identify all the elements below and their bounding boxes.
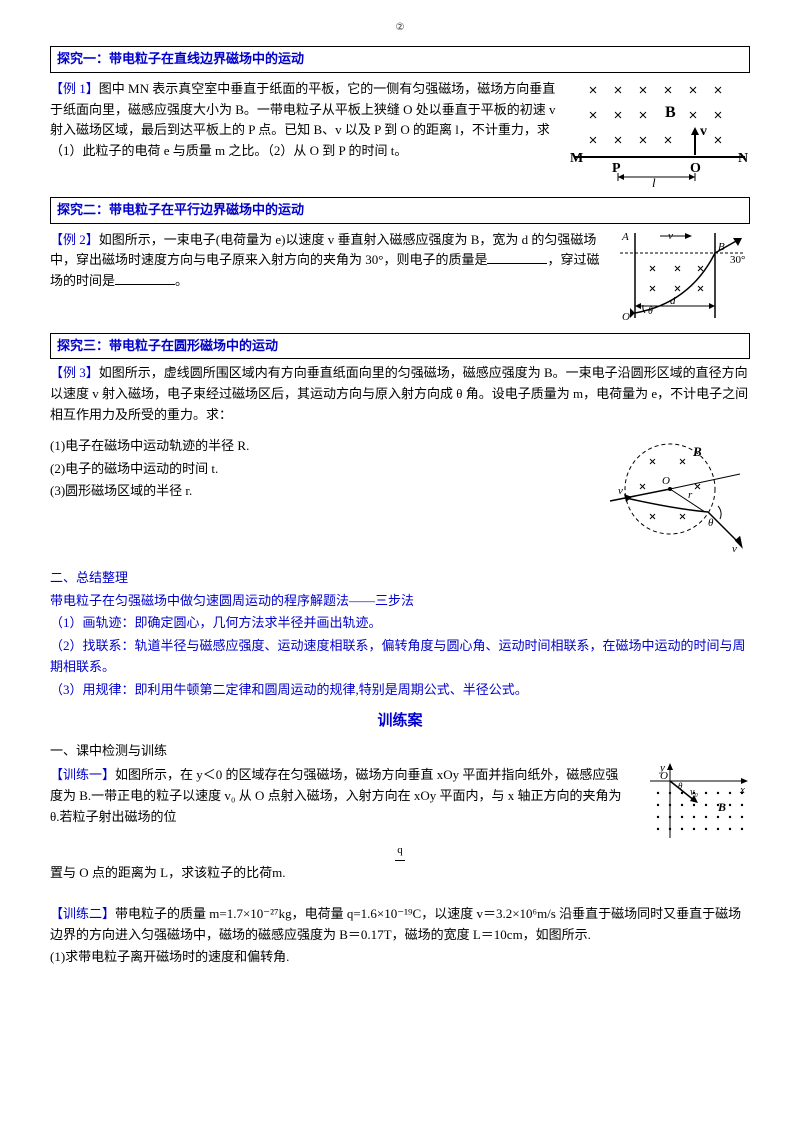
training1-content: 【训练一】如图所示，在 y＜0 的区域存在匀强磁场，磁场方向垂直 xOy 平面并… bbox=[50, 763, 750, 843]
summary-line2: （1）画轨迹：即确定圆心，几何方法求半径并画出轨迹。 bbox=[50, 613, 750, 634]
training1-text2: 置与 O 点的距离为 L，求该粒子的比荷m. bbox=[50, 863, 750, 884]
svg-text:v₀: v₀ bbox=[690, 787, 698, 798]
topic1-header-box: 探究一：带电粒子在直线边界磁场中的运动 bbox=[50, 46, 750, 73]
svg-text:θ: θ bbox=[678, 781, 683, 791]
fraction-numerator: q bbox=[395, 842, 405, 861]
svg-text:30°: 30° bbox=[730, 254, 745, 266]
example3-body: 如图所示，虚线圆所围区域内有方向垂直纸面向里的匀强磁场，磁感应强度为 B。一束电… bbox=[50, 365, 748, 422]
summary-header: 二、总结整理 bbox=[50, 568, 750, 589]
topic3-header: 探究三：带电粒子在圆形磁场中的运动 bbox=[57, 338, 278, 353]
svg-text:O: O bbox=[662, 475, 670, 487]
svg-text:θ: θ bbox=[648, 306, 653, 317]
svg-text:x: x bbox=[739, 784, 745, 796]
topic2-header: 探究二：带电粒子在平行边界磁场中的运动 bbox=[57, 202, 304, 217]
svg-text:v: v bbox=[732, 543, 737, 554]
example3-q2: (2)电子的磁场中运动的时间 t. bbox=[50, 459, 590, 480]
training1-text: 【训练一】如图所示，在 y＜0 的区域存在匀强磁场，磁场方向垂直 xOy 平面并… bbox=[50, 765, 630, 827]
summary-line3: （2）找联系：轨道半径与磁感应强度、运动速度相联系，偏转角度与圆心角、运动时间相… bbox=[50, 636, 750, 678]
figure3: B v v O r θ bbox=[600, 434, 750, 554]
svg-text:M: M bbox=[570, 151, 583, 166]
training2-q1: (1)求带电粒子离开磁场时的速度和偏转角. bbox=[50, 947, 750, 968]
page-number: ② bbox=[50, 20, 750, 36]
example2-label: 【例 2】 bbox=[50, 232, 99, 247]
summary-line1: 带电粒子在匀强磁场中做匀速圆周运动的程序解题法——三步法 bbox=[50, 591, 750, 612]
training1-body: 如图所示，在 y＜0 的区域存在匀强磁场，磁场方向垂直 xOy 平面并指向纸外，… bbox=[50, 767, 621, 824]
example1-text: 【例 1】图中 MN 表示真空室中垂直于纸面的平板，它的一侧有匀强磁场，磁场方向… bbox=[50, 79, 560, 162]
topic2-content: 【例 2】如图所示，一束电子(电荷量为 e)以速度 v 垂直射入磁感应强度为 B… bbox=[50, 228, 750, 323]
example2-text: 【例 2】如图所示，一束电子(电荷量为 e)以速度 v 垂直射入磁感应强度为 B… bbox=[50, 230, 610, 292]
topic1-header: 探究一：带电粒子在直线边界磁场中的运动 bbox=[57, 51, 304, 66]
blank1 bbox=[487, 263, 547, 264]
topic3-content: 【例 3】如图所示，虚线圆所围区域内有方向垂直纸面向里的匀强磁场，磁感应强度为 … bbox=[50, 363, 750, 553]
training2-body: 带电粒子的质量 m=1.7×10⁻²⁷kg，电荷量 q=1.6×10⁻¹⁹C，以… bbox=[50, 906, 741, 942]
training1-label: 【训练一】 bbox=[50, 767, 115, 782]
svg-text:P: P bbox=[612, 161, 621, 176]
svg-text:θ: θ bbox=[708, 517, 714, 529]
svg-text:B: B bbox=[665, 104, 676, 121]
figure3-svg: B v v O r θ bbox=[600, 434, 750, 554]
training-title: 训练案 bbox=[50, 709, 750, 733]
example2-body1: 如图所示，一束电子(电荷量为 e)以速度 v 垂直射入磁感应强度为 B，宽为 d… bbox=[50, 232, 596, 268]
svg-text:O: O bbox=[660, 770, 668, 782]
svg-text:d: d bbox=[670, 295, 676, 307]
svg-text:B: B bbox=[692, 444, 702, 459]
svg-text:B: B bbox=[718, 241, 725, 253]
topic1-content: 【例 1】图中 MN 表示真空室中垂直于纸面的平板，它的一侧有匀强磁场，磁场方向… bbox=[50, 77, 750, 187]
topic2-header-box: 探究二：带电粒子在平行边界磁场中的运动 bbox=[50, 197, 750, 224]
topic3-header-box: 探究三：带电粒子在圆形磁场中的运动 bbox=[50, 333, 750, 360]
training2-text: 【训练二】带电粒子的质量 m=1.7×10⁻²⁷kg，电荷量 q=1.6×10⁻… bbox=[50, 904, 750, 946]
figure4: x y O v₀ θ B bbox=[640, 763, 750, 843]
training2-label: 【训练二】 bbox=[50, 906, 115, 921]
figure2-svg: A B 30° v O d θ bbox=[620, 228, 750, 323]
example3-q1: (1)电子在磁场中运动轨迹的半径 R. bbox=[50, 436, 590, 457]
svg-text:l: l bbox=[652, 175, 656, 187]
svg-text:B: B bbox=[717, 800, 726, 814]
svg-text:v: v bbox=[700, 124, 707, 139]
svg-text:N: N bbox=[738, 151, 748, 166]
example3-text: 【例 3】如图所示，虚线圆所围区域内有方向垂直纸面向里的匀强磁场，磁感应强度为 … bbox=[50, 363, 750, 425]
svg-text:v: v bbox=[618, 485, 623, 497]
example3-q3: (3)圆形磁场区域的半径 r. bbox=[50, 481, 590, 502]
figure2: A B 30° v O d θ bbox=[620, 228, 750, 323]
svg-text:A: A bbox=[621, 231, 629, 243]
svg-text:O: O bbox=[622, 311, 630, 323]
training-sub: 一、课中检测与训练 bbox=[50, 741, 750, 762]
blank2 bbox=[115, 284, 175, 285]
svg-text:r: r bbox=[688, 489, 693, 501]
figure1-svg: B M N v P O l bbox=[570, 77, 750, 187]
example3-label: 【例 3】 bbox=[50, 365, 99, 380]
summary-line4: （3）用规律：即利用牛顿第二定律和圆周运动的规律,特别是周期公式、半径公式。 bbox=[50, 680, 750, 701]
example2-body3: 。 bbox=[175, 273, 188, 288]
figure1: B M N v P O l bbox=[570, 77, 750, 187]
example1-label: 【例 1】 bbox=[50, 81, 99, 96]
example1-body: 图中 MN 表示真空室中垂直于纸面的平板，它的一侧有匀强磁场，磁场方向垂直于纸面… bbox=[50, 81, 556, 158]
figure4-svg: x y O v₀ θ B bbox=[640, 763, 750, 843]
